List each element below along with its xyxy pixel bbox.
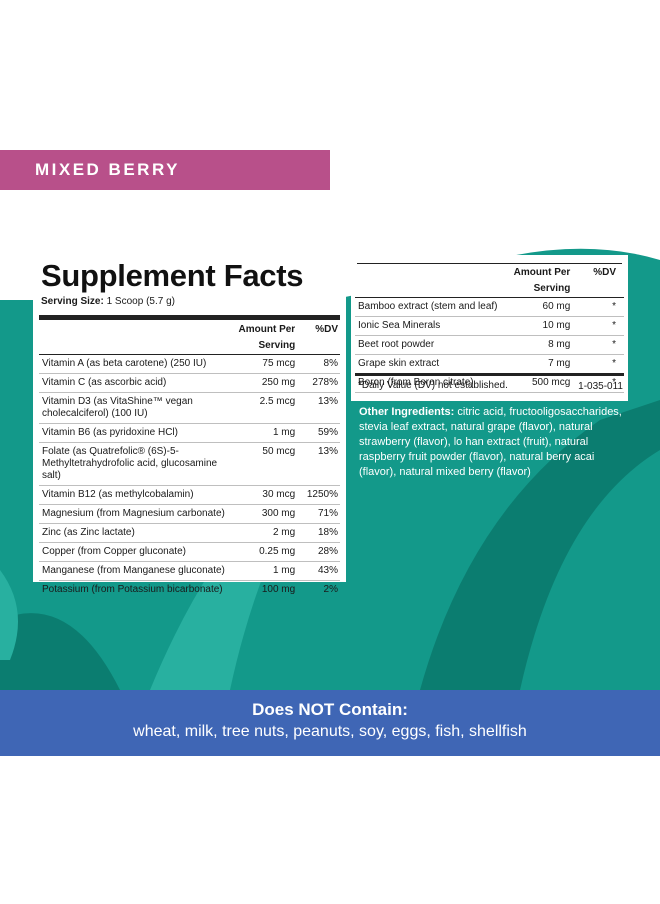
facts-table-continued: Amount Per Serving %DV Bamboo extract (s… — [355, 265, 624, 393]
dv-footnote: *Daily Value (DV) not established. — [358, 380, 508, 391]
leaf-shape-left — [0, 613, 120, 690]
nutrient-row: Grape skin extract 7 mg * — [355, 354, 624, 374]
other-ingredients-text: citric acid, fructooligosaccharides, ste… — [359, 406, 622, 478]
nutrient-amount: 100 mg — [261, 584, 296, 595]
nutrient-name: Manganese (from Manganese gluconate) — [39, 561, 227, 581]
nutrient-dv: * — [576, 316, 624, 336]
supplement-facts-panel: Supplement Facts Serving Size: 1 Scoop (… — [33, 255, 346, 595]
nutrient-amount: 60 mg — [510, 297, 577, 317]
other-ingredients-label: Other Ingredients: — [359, 406, 455, 418]
nutrient-dv: 1250% — [301, 485, 340, 505]
nutrient-name: Vitamin C (as ascorbic acid) — [39, 373, 227, 393]
flavor-banner: MIXED BERRY — [0, 150, 330, 190]
nutrient-row: Potassium (from Potassium bicarbonate) 10… — [39, 581, 340, 600]
nutrient-dv: 59% — [301, 423, 340, 443]
nutrient-row: Vitamin B12 (as methylcobalamin) 30 mcg 12… — [39, 485, 340, 505]
does-not-contain-title: Does NOT Contain: — [252, 700, 408, 719]
nutrient-name: Vitamin B12 (as methylcobalamin) — [39, 485, 227, 505]
facts-table: Amount Per Serving %DV Vitamin A (as bet… — [39, 322, 340, 599]
nutrient-amount: 1 mg — [226, 561, 302, 581]
nutrient-name: Magnesium (from Magnesium carbonate) — [39, 504, 227, 524]
nutrient-dv: 278% — [301, 373, 340, 393]
nutrient-dv: 2% — [323, 584, 338, 595]
nutrient-row: Vitamin C (as ascorbic acid) 250 mg 278% — [39, 373, 340, 393]
nutrient-name: Vitamin A (as beta carotene) (250 IU) — [39, 354, 227, 374]
dv-header: %DV — [576, 265, 624, 298]
nutrient-dv: 8% — [301, 354, 340, 374]
nutrient-row: Bamboo extract (stem and leaf) 60 mg * — [355, 297, 624, 317]
nutrient-amount: 8 mg — [510, 335, 577, 355]
nutrient-dv: 13% — [301, 442, 340, 486]
nutrient-row: Zinc (as Zinc lactate) 2 mg 18% — [39, 523, 340, 543]
thick-divider — [355, 373, 624, 376]
serving-size-value: 1 Scoop (5.7 g) — [106, 296, 175, 307]
nutrient-amount: 250 mg — [226, 373, 302, 393]
nutrient-amount: 2 mg — [226, 523, 302, 543]
facts-table-continued-header: Amount Per Serving %DV — [355, 265, 624, 298]
nutrient-dv: 18% — [301, 523, 340, 543]
nutrient-row: Manganese (from Manganese gluconate) 1 mg… — [39, 561, 340, 581]
nutrient-dv: 13% — [301, 392, 340, 424]
nutrient-amount: 75 mcg — [226, 354, 302, 374]
nutrient-row: Folate (as Quatrefolic® (6S)-5-Methyltet… — [39, 442, 340, 486]
flavor-label: MIXED BERRY — [35, 160, 180, 179]
nutrient-row: Ionic Sea Minerals 10 mg * — [355, 316, 624, 336]
nutrient-dv: 43% — [301, 561, 340, 581]
serving-size: Serving Size: 1 Scoop (5.7 g) — [41, 296, 175, 307]
amount-header: Amount Per Serving — [226, 322, 302, 355]
facts-table-header: Amount Per Serving %DV — [39, 322, 340, 355]
dv-header: %DV — [301, 322, 340, 355]
nutrient-row: Vitamin D3 (as VitaShine™ vegan cholecal… — [39, 392, 340, 424]
does-not-contain-list: wheat, milk, tree nuts, peanuts, soy, eg… — [133, 723, 527, 740]
nutrient-amount: 30 mcg — [226, 485, 302, 505]
top-divider — [357, 263, 622, 264]
nutrient-amount: 0.25 mg — [226, 542, 302, 562]
nutrient-amount: 1 mg — [226, 423, 302, 443]
allergen-band — [0, 690, 660, 756]
product-code: 1-035-011 — [578, 381, 623, 392]
nutrient-amount: 500 mcg — [510, 373, 577, 393]
amount-header: Amount Per Serving — [510, 265, 577, 298]
thick-divider — [39, 315, 340, 320]
nutrient-dv: * — [576, 373, 624, 393]
nutrient-name: Vitamin D3 (as VitaShine™ vegan cholecal… — [39, 392, 227, 424]
nutrient-dv: 71% — [301, 504, 340, 524]
leaf-shape-right — [420, 400, 660, 690]
nutrient-name: Ionic Sea Minerals — [355, 316, 511, 336]
nutrient-amount: 10 mg — [510, 316, 577, 336]
nutrient-dv: 28% — [301, 542, 340, 562]
nutrient-name: Beet root powder — [355, 335, 511, 355]
nutrient-dv: * — [576, 354, 624, 374]
nutrient-amount: 2.5 mcg — [226, 392, 302, 424]
nutrient-name: Vitamin B6 (as pyridoxine HCl) — [39, 423, 227, 443]
nutrient-amount: 50 mcg — [226, 442, 302, 486]
nutrient-name: Boron (from Boron citrate) — [355, 373, 511, 393]
nutrient-name: Zinc (as Zinc lactate) — [39, 523, 227, 543]
nutrient-row: Vitamin A (as beta carotene) (250 IU) 75 … — [39, 354, 340, 374]
nutrient-row: Boron (from Boron citrate) 500 mcg * — [355, 373, 624, 393]
nutrient-name: Copper (from Copper gluconate) — [39, 542, 227, 562]
supplement-facts-continued-panel: Amount Per Serving %DV Bamboo extract (s… — [351, 255, 628, 401]
other-ingredients: Other Ingredients: citric acid, fructool… — [359, 405, 629, 480]
nutrient-dv: * — [576, 335, 624, 355]
supplement-facts-title: Supplement Facts — [41, 258, 304, 293]
nutrient-name: Grape skin extract — [355, 354, 511, 374]
nutrient-row: Vitamin B6 (as pyridoxine HCl) 1 mg 59% — [39, 423, 340, 443]
nutrient-row: Beet root powder 8 mg * — [355, 335, 624, 355]
nutrient-row: Copper (from Copper gluconate) 0.25 mg 28% — [39, 542, 340, 562]
nutrient-amount: 300 mg — [226, 504, 302, 524]
nutrient-name: Potassium (from Potassium bicarbonate) — [42, 584, 223, 595]
nutrient-name: Bamboo extract (stem and leaf) — [355, 297, 511, 317]
leaf-edge-left — [0, 570, 18, 660]
nutrient-amount: 7 mg — [510, 354, 577, 374]
nutrient-name: Folate (as Quatrefolic® (6S)-5-Methyltet… — [39, 442, 227, 486]
serving-size-label: Serving Size: — [41, 296, 104, 307]
nutrient-row: Magnesium (from Magnesium carbonate) 300 … — [39, 504, 340, 524]
nutrient-dv: * — [576, 297, 624, 317]
